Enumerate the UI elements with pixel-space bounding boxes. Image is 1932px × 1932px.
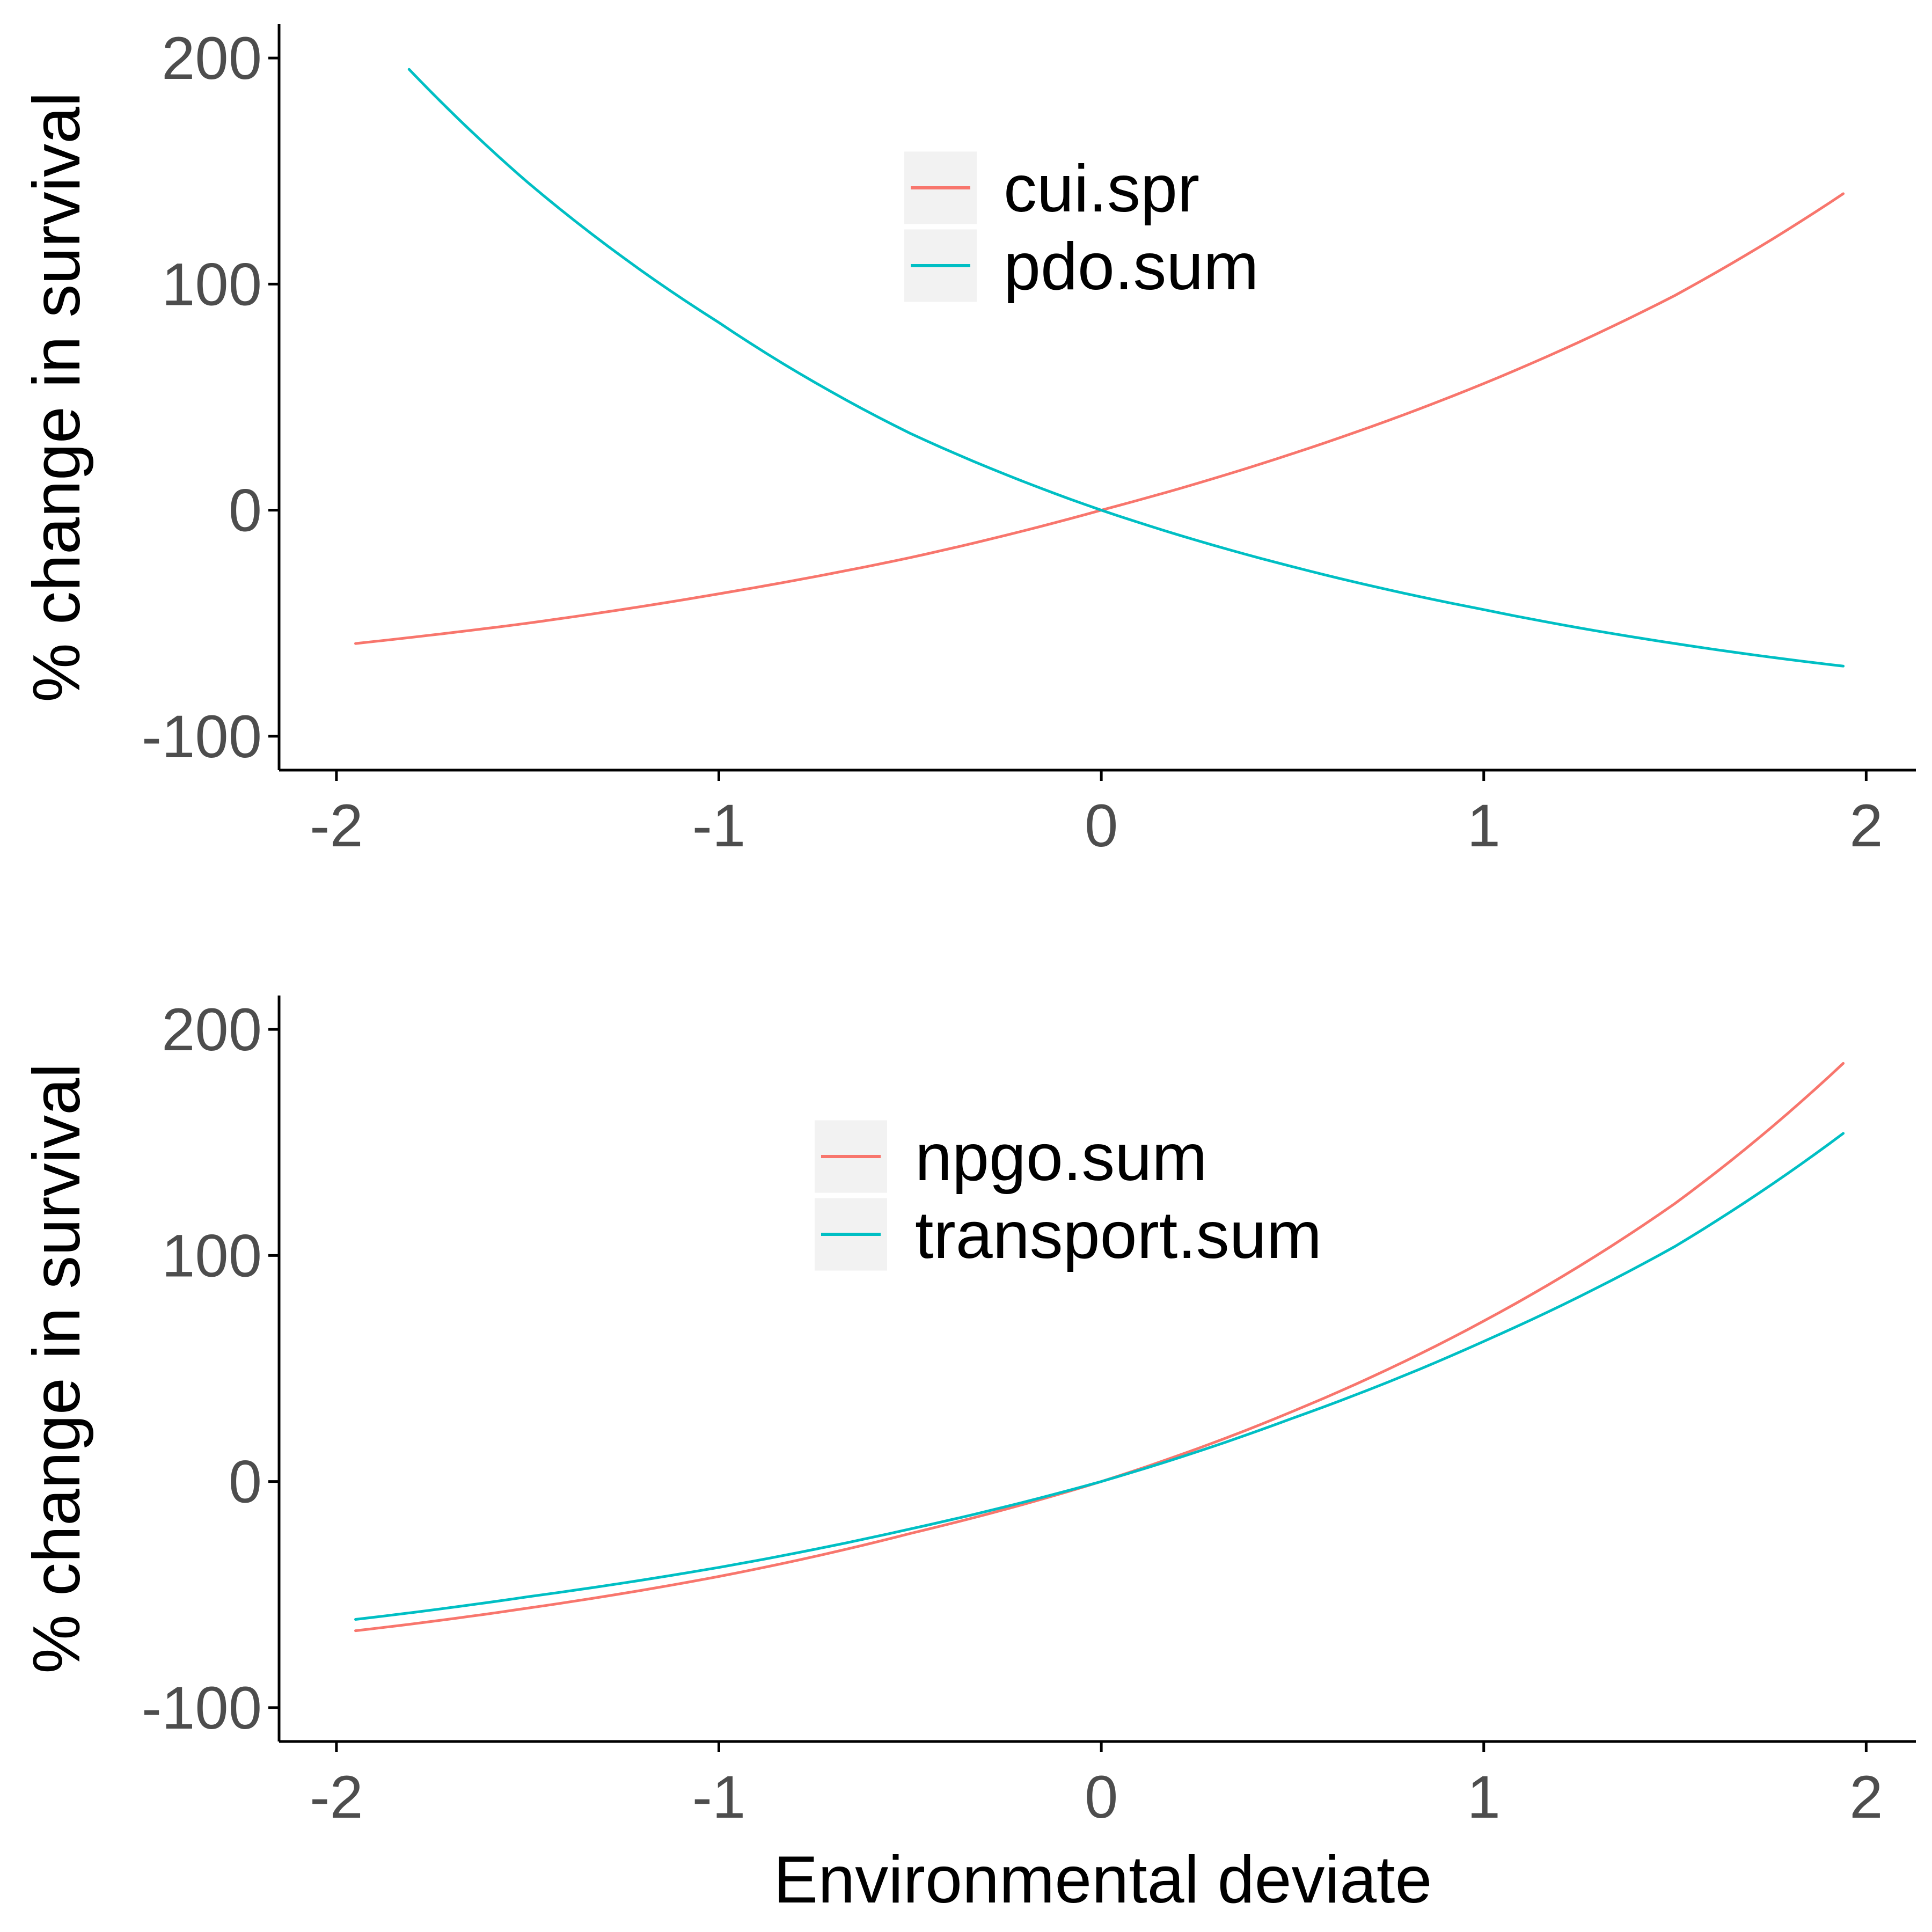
- y-tick-label: 0: [229, 477, 262, 544]
- x-tick-label: 0: [1085, 792, 1118, 859]
- x-tick-label: 2: [1849, 792, 1883, 859]
- y-tick-label: 200: [162, 25, 262, 92]
- y-tick-label: 200: [162, 996, 262, 1063]
- x-tick-label: -2: [310, 792, 363, 859]
- x-tick-label: -1: [692, 1763, 746, 1831]
- legend-label: cui.spr: [1004, 152, 1199, 226]
- panel-bottom: -100 0 100 200 -2 -1 0 1 2 % change in survival En…: [20, 996, 1916, 1917]
- y-tick-label: 100: [162, 1222, 262, 1289]
- legend-label: transport.sum: [915, 1198, 1322, 1272]
- x-tick-label: -2: [310, 1763, 363, 1831]
- x-tick-label: 1: [1467, 792, 1501, 859]
- x-tick-label: -1: [692, 792, 746, 859]
- series-line-pdo-sum: [407, 68, 1845, 668]
- y-tick-label: -100: [142, 703, 262, 770]
- legend-label: pdo.sum: [1004, 230, 1259, 304]
- legend-label: npgo.sum: [915, 1121, 1208, 1195]
- panel-top: -100 0 100 200 -2 -1 0 1 2 % change in survival cu…: [20, 24, 1916, 859]
- y-tick-label: -100: [142, 1674, 262, 1741]
- series-line-transport-sum: [354, 1132, 1845, 1621]
- y-tick-label: 0: [229, 1448, 262, 1516]
- x-tick-label: 0: [1085, 1763, 1118, 1831]
- x-tick-label: 1: [1467, 1763, 1501, 1831]
- y-tick-label: 100: [162, 251, 262, 318]
- x-tick-label: 2: [1849, 1763, 1883, 1831]
- y-axis-title: % change in survival: [20, 1063, 94, 1673]
- x-axis-title: Environmental deviate: [774, 1843, 1432, 1917]
- y-axis-title: % change in survival: [20, 92, 94, 702]
